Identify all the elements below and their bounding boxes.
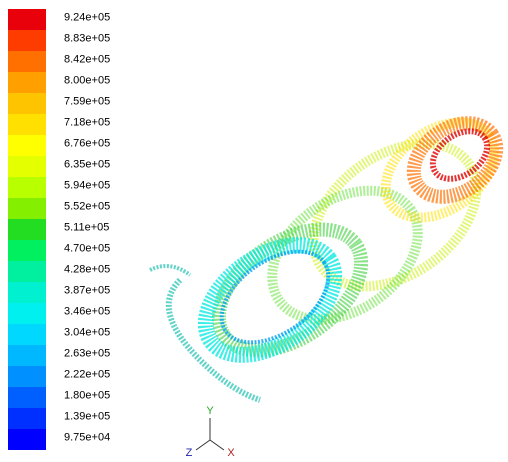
colorbar-swatch: [8, 114, 46, 135]
colorbar-swatch: [8, 366, 46, 387]
viewport: 9.24e+05 8.83e+05 8.42e+05 8.00e+05 7.59e+05…: [0, 0, 508, 462]
colorbar-swatch: [8, 324, 46, 345]
pathlines: [150, 103, 508, 400]
colorbar-swatch: [8, 240, 46, 261]
colorbar-swatch: [8, 51, 46, 72]
colorbar-label: 8.00e+05: [64, 74, 110, 86]
colorbar-label: 2.22e+05: [64, 368, 110, 380]
colorbar-label: 1.39e+05: [64, 410, 110, 422]
colorbar-label: 8.42e+05: [64, 53, 110, 65]
colorbar-label: 6.35e+05: [64, 158, 110, 170]
colorbar-label: 7.18e+05: [64, 116, 110, 128]
colorbar-swatch: [8, 135, 46, 156]
colorbar: 9.24e+05 8.83e+05 8.42e+05 8.00e+05 7.59e+05…: [8, 9, 110, 450]
colorbar-label: 6.76e+05: [64, 137, 110, 149]
colorbar-label: 3.04e+05: [64, 326, 110, 338]
axis-y-label: Y: [206, 405, 214, 417]
axis-triad: [196, 418, 224, 450]
axis-z-label: Z: [186, 447, 193, 459]
colorbar-swatch: [8, 429, 46, 450]
colorbar-label: 4.70e+05: [64, 242, 110, 254]
colorbar-swatch: [8, 198, 46, 219]
colorbar-label: 9.24e+05: [64, 11, 110, 23]
colorbar-label: 3.87e+05: [64, 284, 110, 296]
colorbar-swatch: [8, 282, 46, 303]
colorbar-swatch: [8, 9, 46, 30]
colorbar-swatch: [8, 408, 46, 429]
colorbar-swatch: [8, 93, 46, 114]
colorbar-swatch: [8, 72, 46, 93]
colorbar-label: 5.94e+05: [64, 179, 110, 191]
colorbar-swatch: [8, 30, 46, 51]
colorbar-swatch: [8, 345, 46, 366]
axis-x-label: X: [227, 447, 235, 459]
colorbar-label: 5.11e+05: [64, 221, 109, 233]
colorbar-label: 3.46e+05: [64, 305, 110, 317]
colorbar-swatch: [8, 156, 46, 177]
colorbar-label: 9.75e+04: [64, 431, 110, 443]
colorbar-swatch: [8, 177, 46, 198]
colorbar-swatch: [8, 261, 46, 282]
colorbar-label: 1.80e+05: [64, 389, 110, 401]
colorbar-swatch: [8, 387, 46, 408]
colorbar-label: 8.83e+05: [64, 32, 110, 44]
colorbar-label: 4.28e+05: [64, 263, 110, 275]
colorbar-label: 2.63e+05: [64, 347, 110, 359]
colorbar-label: 5.52e+05: [64, 200, 110, 212]
colorbar-label: 7.59e+05: [64, 95, 110, 107]
colorbar-swatch: [8, 219, 46, 240]
colorbar-swatch: [8, 303, 46, 324]
